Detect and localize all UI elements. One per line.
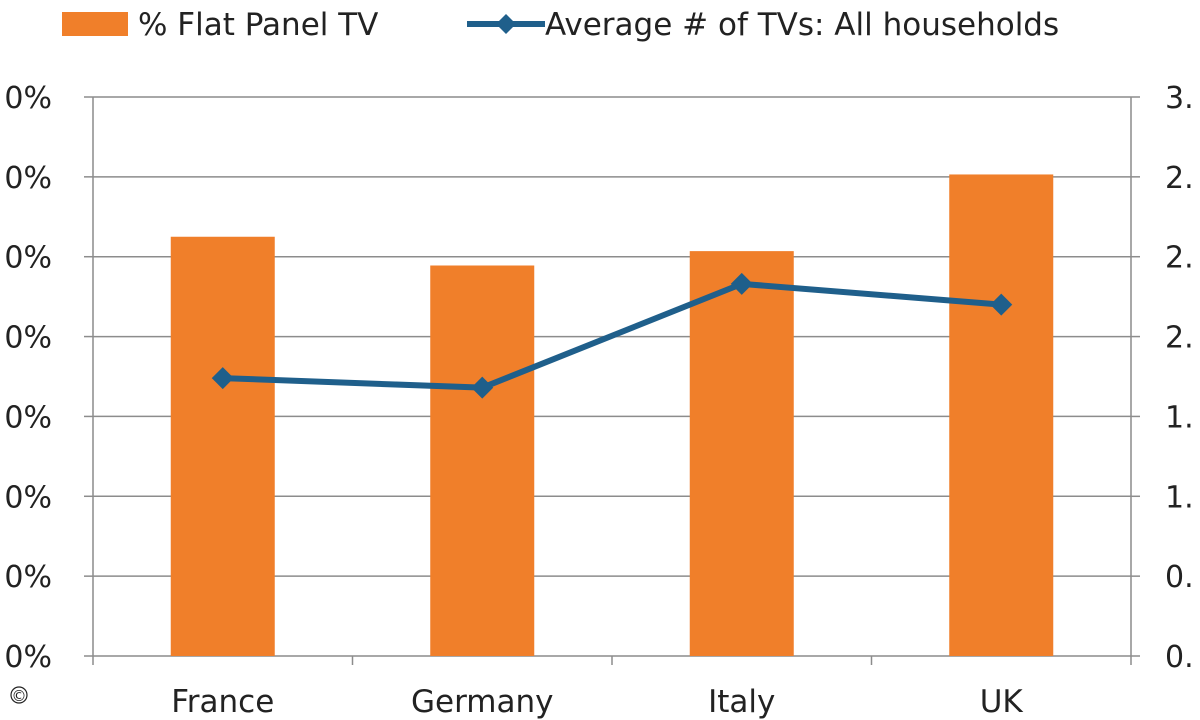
- right-tick-label: 0.: [1165, 640, 1194, 675]
- bar-uk: [949, 174, 1054, 656]
- left-tick-label: 0%: [4, 480, 52, 515]
- left-tick-label: 0%: [4, 81, 52, 116]
- legend-label-bar: % Flat Panel TV: [138, 7, 378, 43]
- bar-series: [170, 174, 1054, 657]
- line-point-france: [211, 367, 234, 390]
- left-axis-tick-labels: 0% 0% 0% 0% 0% 0% 0% 0%: [4, 81, 52, 675]
- left-tick-label: 0%: [4, 161, 52, 196]
- line-point-uk: [990, 293, 1013, 316]
- bar-germany: [430, 265, 535, 656]
- line-series: [211, 272, 1013, 399]
- right-tick-label: 0.: [1165, 560, 1194, 595]
- category-label: UK: [980, 684, 1024, 720]
- category-label: Germany: [411, 684, 553, 720]
- left-tick-label: 0%: [4, 241, 52, 276]
- legend-swatch-diamond: [496, 14, 516, 34]
- bar-france: [170, 236, 275, 656]
- right-axis-tick-labels: 0. 0. 1. 1. 2. 2. 2. 3.: [1165, 81, 1194, 675]
- right-tick-label: 2.: [1165, 161, 1194, 196]
- left-tick-label: 0%: [4, 321, 52, 356]
- right-tick-label: 2.: [1165, 241, 1194, 276]
- line-point-germany: [471, 376, 494, 399]
- right-tick-label: 1.: [1165, 400, 1194, 435]
- copyright-circle-icon: [10, 686, 28, 704]
- left-tick-label: 0%: [4, 400, 52, 435]
- legend-swatch-bar: [62, 12, 128, 36]
- bar-italy: [689, 251, 794, 657]
- line-point-italy: [730, 272, 753, 295]
- left-tick-label: 0%: [4, 560, 52, 595]
- right-tick-label: 2.: [1165, 321, 1194, 356]
- left-tick-label: 0%: [4, 640, 52, 675]
- legend: % Flat Panel TV Average # of TVs: All ho…: [62, 7, 1059, 43]
- category-label: France: [171, 684, 274, 720]
- category-labels: France Germany Italy UK: [171, 684, 1023, 720]
- copyright-mark: ©: [10, 686, 28, 705]
- series-line: [222, 280, 1002, 391]
- right-tick-label: 3.: [1165, 81, 1194, 116]
- copyright-symbol: ©: [12, 687, 27, 705]
- category-label: Italy: [708, 684, 775, 720]
- legend-label-line: Average # of TVs: All households: [545, 7, 1059, 43]
- right-tick-label: 1.: [1165, 480, 1194, 515]
